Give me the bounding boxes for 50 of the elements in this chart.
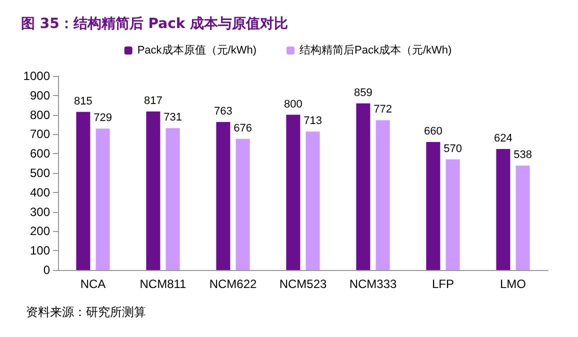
x-tick-label: NCA xyxy=(80,277,106,291)
data-label: 729 xyxy=(94,112,112,124)
y-tick-label: 800 xyxy=(30,108,50,122)
y-tick-label: 600 xyxy=(30,146,50,161)
y-tick-label: 100 xyxy=(30,244,50,258)
y-tick-label: 0 xyxy=(43,263,50,277)
data-label: 624 xyxy=(494,132,512,144)
y-tick-label: 200 xyxy=(30,224,50,238)
x-tick-label: NCM811 xyxy=(140,277,187,291)
y-tick-label: 500 xyxy=(30,166,50,180)
bar xyxy=(96,128,110,270)
chart-title: 图 35：结构精简后 Pack 成本与原值对比 xyxy=(21,15,288,32)
bar xyxy=(286,114,300,270)
bar xyxy=(166,128,180,270)
legend-label: Pack成本原值（元/kWh) xyxy=(137,44,257,56)
x-tick-label: NCM333 xyxy=(349,277,397,291)
y-tick-label: 300 xyxy=(30,204,50,219)
data-label: 763 xyxy=(214,105,232,118)
x-tick-label: NCM622 xyxy=(209,277,257,291)
bar xyxy=(426,142,440,270)
y-tick-label: 900 xyxy=(30,88,50,102)
legend-label: 结构精简后Pack成本（元/kWh) xyxy=(300,44,452,56)
y-tick-label: 400 xyxy=(30,185,50,200)
bar xyxy=(496,148,510,270)
data-label: 815 xyxy=(74,95,92,108)
data-label: 570 xyxy=(444,142,462,155)
data-label: 538 xyxy=(514,149,532,162)
y-tick-label: 700 xyxy=(30,127,50,142)
bar xyxy=(76,112,90,270)
bar xyxy=(216,122,230,270)
data-label: 713 xyxy=(304,115,322,128)
data-label: 731 xyxy=(164,112,182,124)
x-tick-label: NCM523 xyxy=(279,277,327,291)
data-label: 772 xyxy=(374,104,392,116)
data-label: 800 xyxy=(284,98,302,110)
x-tick-label: LMO xyxy=(500,277,526,291)
data-label: 660 xyxy=(424,125,442,138)
data-label: 859 xyxy=(354,86,372,99)
bar xyxy=(356,103,370,270)
y-tick-label: 1000 xyxy=(23,69,50,83)
bar xyxy=(236,138,250,270)
text: 资料来源：研究所测算 xyxy=(26,305,146,319)
data-label: 676 xyxy=(234,122,252,134)
bar xyxy=(306,132,320,270)
bar xyxy=(146,112,160,270)
bar xyxy=(446,159,460,270)
data-label: 817 xyxy=(144,95,162,107)
bar xyxy=(376,120,390,270)
bar xyxy=(516,166,530,270)
x-tick-label: LFP xyxy=(432,277,454,291)
